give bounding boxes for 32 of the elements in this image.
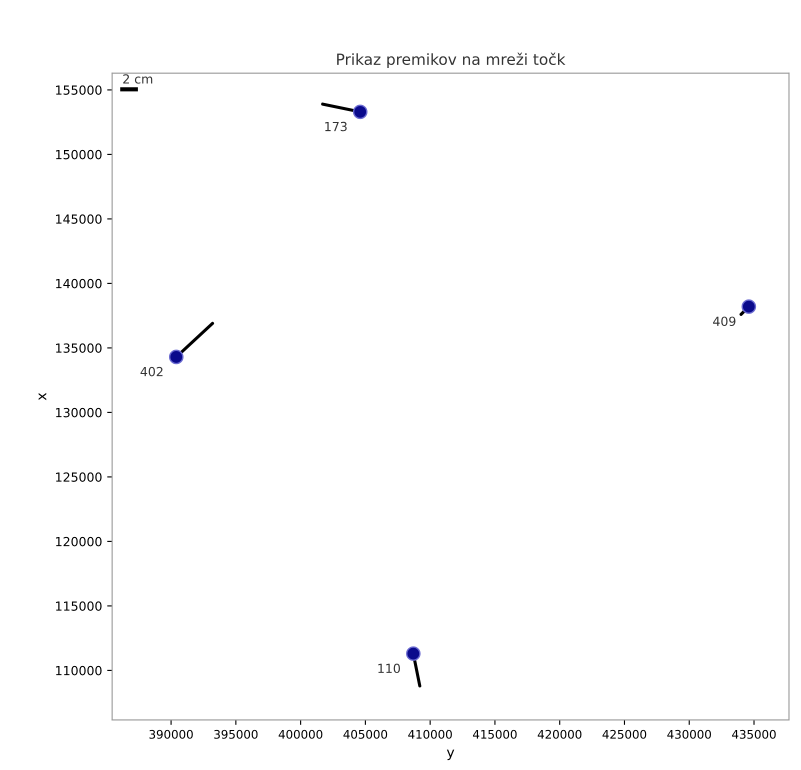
y-tick-label: 125000 [56,472,102,482]
y-tick-label: 155000 [56,85,102,95]
y-tick-label: 140000 [56,278,102,288]
y-tick-label: 110000 [56,666,102,676]
x-tick-label: 415000 [472,730,517,739]
x-tick-label: 425000 [602,730,646,739]
x-tick-label: 400000 [278,730,322,739]
annotation: 402 [140,366,163,376]
annotation: 173 [325,122,347,132]
y-tick-label: 150000 [56,150,102,160]
annotation: 409 [713,316,736,326]
y-tick-label: 115000 [56,601,102,611]
y-tick-label: 130000 [56,408,102,418]
annotation: 110 [378,664,400,674]
x-tick-label: 435000 [732,730,776,739]
x-tick-label: 390000 [149,730,193,739]
y-tick-label: 120000 [56,536,102,546]
point [742,299,756,314]
x-tick-label: 430000 [667,730,711,739]
y-axis-title: x [38,392,46,400]
x-axis-title: y [446,750,454,760]
y-tick-label: 135000 [56,343,102,353]
point [352,104,368,120]
y-tick-label: 145000 [56,214,102,224]
x-tick-label: 405000 [343,730,388,739]
point [406,646,421,661]
x-tick-label: 420000 [538,730,582,739]
chart-title: Prikaz premikov na mreži točk [337,52,566,68]
point [168,350,184,364]
annotation: 2 cm [123,74,152,84]
x-tick-label: 410000 [408,730,452,739]
x-tick-label: 395000 [214,730,258,739]
